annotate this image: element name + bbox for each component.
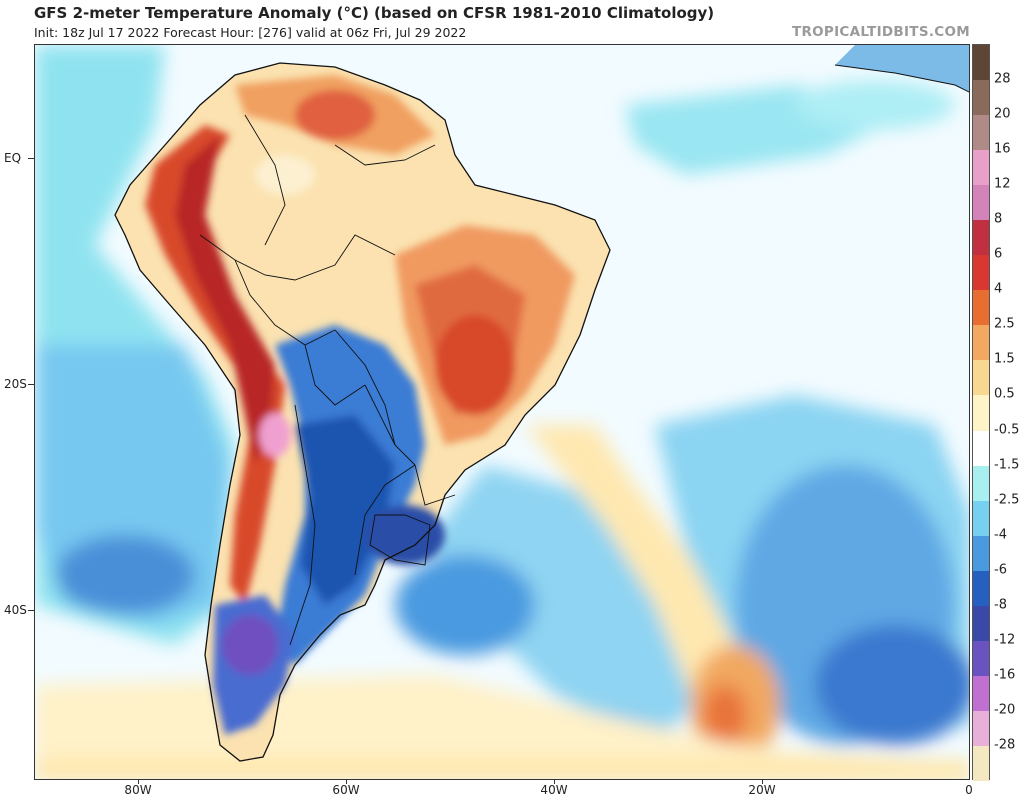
colorbar-label: -20 [994,702,1016,718]
lat-label-eq: EQ [4,151,22,165]
colorbar-segment [973,360,989,396]
colorbar-segment [973,115,989,151]
map-title: GFS 2-meter Temperature Anomaly (°C) (ba… [34,4,715,22]
colorbar-segment [973,465,989,501]
colorbar-label: -8 [994,597,1007,613]
lon-label-0: 0 [965,783,973,797]
lon-label-20w: 20W [748,783,776,797]
colorbar-segment [973,430,989,466]
colorbar-segment [973,710,989,746]
colorbar-label: 4 [994,281,1003,297]
africa-coast [834,64,969,93]
colorbar-segment [973,290,989,326]
colorbar-label: -28 [994,737,1016,753]
colorbar-label: 1.5 [994,351,1015,367]
lon-label-60w: 60W [332,783,360,797]
colorbar-label: -16 [994,667,1016,683]
colorbar-label: 28 [994,71,1011,87]
coastline [114,62,611,762]
colorbar-segment [973,535,989,571]
colorbar-segment [973,185,989,221]
colorbar-segment [973,675,989,711]
colorbar-label: 2.5 [994,316,1015,332]
colorbar-label: -4 [994,527,1007,543]
colorbar-segment [973,255,989,291]
colorbar-segment [973,500,989,536]
colorbar-label: -12 [994,632,1016,648]
colorbar-label: 8 [994,211,1003,227]
lon-label-40w: 40W [540,783,568,797]
ocean-anomaly-field [35,45,969,779]
colorbar-segment [973,80,989,116]
land-anomaly-field [145,75,575,735]
colorbar-label: 20 [994,106,1011,122]
lat-tick-20s [28,384,34,385]
lat-label-40s: 40S [4,603,27,617]
colorbar-segment [973,325,989,361]
anomaly-map [34,44,970,780]
colorbar-segment [973,605,989,641]
colorbar-label: 16 [994,141,1011,157]
colorbar-segment [973,745,989,781]
colorbar-label: -6 [994,562,1007,578]
lon-tick-40w [554,780,555,784]
colorbar-label: -2.5 [994,492,1020,508]
colorbar-segment [973,640,989,676]
lon-tick-80w [138,780,139,784]
colorbar-label: -1.5 [994,457,1020,473]
colorbar [972,44,990,781]
map-subtitle: Init: 18z Jul 17 2022 Forecast Hour: [27… [34,25,467,40]
colorbar-label: 12 [994,176,1011,192]
colorbar-segment [973,395,989,431]
lon-tick-60w [346,780,347,784]
lat-label-20s: 20S [4,377,27,391]
africa-landmass [835,45,969,92]
country-borders [199,114,456,646]
map-canvas [35,45,969,779]
colorbar-segment [973,45,989,81]
lat-tick-eq [28,158,34,159]
lon-label-80w: 80W [124,783,152,797]
lon-tick-20w [762,780,763,784]
lat-tick-40s [28,610,34,611]
colorbar-label: 0.5 [994,386,1015,402]
colorbar-segment [973,570,989,606]
colorbar-segment [973,150,989,186]
colorbar-label: -0.5 [994,422,1020,438]
colorbar-segment [973,220,989,256]
colorbar-label: 6 [994,246,1003,262]
credit-label: TROPICALTIDBITS.COM [791,24,970,40]
